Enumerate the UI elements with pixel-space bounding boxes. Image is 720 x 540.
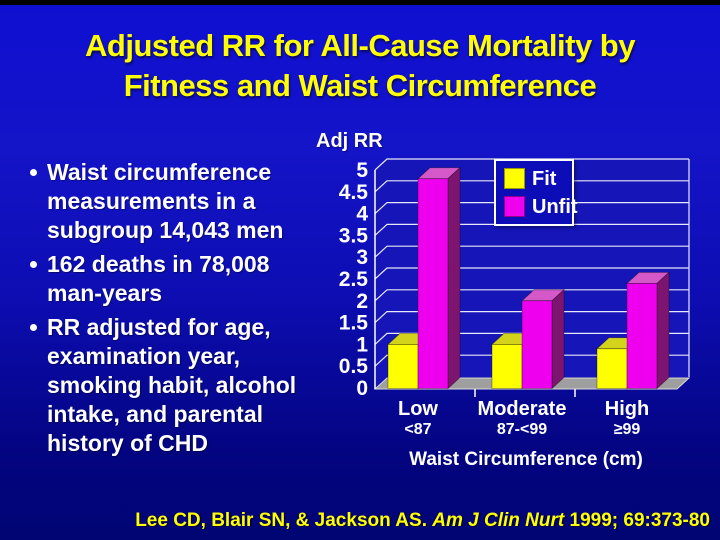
y-tick-label: 4 — [356, 203, 368, 226]
y-tick-label: 2 — [356, 290, 368, 313]
top-black-strip — [0, 0, 720, 5]
gridline — [374, 223, 689, 236]
gridline — [374, 332, 689, 345]
bar-fit-moderate — [491, 343, 523, 389]
legend-row-unfit: Unfit — [504, 196, 578, 217]
gridline — [374, 311, 689, 324]
bullet-list: Waist circumference measurements in a su… — [22, 158, 318, 463]
y-tick-label: 1.5 — [339, 312, 369, 335]
bar-unfit-low-side — [447, 166, 461, 390]
bullet-dot-icon — [30, 323, 37, 331]
y-tick-label: 0 — [356, 377, 368, 400]
category-label: High — [605, 398, 649, 420]
legend-label-fit: Fit — [532, 167, 557, 190]
legend-label-unfit: Unfit — [532, 195, 578, 218]
category-label: Moderate — [478, 398, 567, 420]
bar-fit-low — [387, 343, 419, 389]
gridline — [374, 180, 689, 193]
gridline — [374, 158, 689, 171]
fit-color-swatch — [504, 168, 525, 189]
slide-title: Adjusted RR for All-Cause Mortality by Fi… — [0, 26, 720, 105]
gridline — [374, 289, 689, 302]
gridline — [374, 202, 689, 215]
y-tick-label: 5 — [356, 159, 368, 182]
bullet-dot-icon — [30, 169, 37, 176]
legend-row-fit: Fit — [504, 168, 564, 189]
y-tick-label: 0.5 — [339, 355, 369, 378]
bar-unfit-high — [626, 282, 658, 389]
chart-legend: Fit Unfit — [494, 159, 578, 226]
bullet-item: RR adjusted for age, examination year, s… — [22, 313, 318, 458]
value-axis-title: Adj RR — [316, 130, 383, 152]
y-tick-label: 2.5 — [339, 268, 369, 291]
citation: Lee CD, Blair SN, & Jackson AS. Am J Cli… — [135, 510, 710, 532]
gridline — [374, 267, 689, 280]
bar-unfit-moderate — [521, 300, 553, 389]
bullet-text: Waist circumference measurements in a su… — [47, 159, 284, 243]
category-label: Low — [398, 398, 438, 420]
gridline — [374, 354, 689, 367]
y-tick-label: 3 — [356, 246, 368, 269]
bullet-dot-icon — [30, 260, 37, 268]
category-sublabel: ≥99 — [614, 421, 641, 438]
bullet-text: RR adjusted for age, examination year, s… — [47, 313, 297, 456]
category-sublabel: 87-<99 — [497, 421, 547, 438]
citation-authors: Lee CD, Blair SN, & Jackson AS. — [135, 510, 427, 531]
bar-unfit-moderate-side — [551, 288, 565, 390]
bar-fit-high — [596, 348, 628, 389]
bullet-item: 162 deaths in 78,008 man-years — [22, 250, 318, 308]
bullet-text: 162 deaths in 78,008 man-years — [47, 250, 270, 306]
title-line: Adjusted RR for All-Cause Mortality by — [85, 28, 635, 63]
category-sublabel: <87 — [404, 421, 431, 438]
unfit-color-swatch — [504, 196, 525, 217]
citation-tail: 1999; 69:373-80 — [569, 510, 711, 531]
y-tick-label: 1 — [356, 333, 368, 356]
x-axis-title: Waist Circumference (cm) — [409, 449, 643, 470]
y-tick-label: 3.5 — [339, 224, 369, 247]
y-tick-label: 4.5 — [339, 181, 369, 204]
citation-journal: Am J Clin Nurt — [432, 510, 565, 531]
bar-unfit-high-side — [656, 271, 670, 390]
gridline — [374, 245, 689, 258]
bullet-item: Waist circumference measurements in a su… — [22, 158, 318, 245]
title-line: Fitness and Waist Circumference — [123, 67, 597, 103]
bar-unfit-low — [417, 178, 449, 389]
